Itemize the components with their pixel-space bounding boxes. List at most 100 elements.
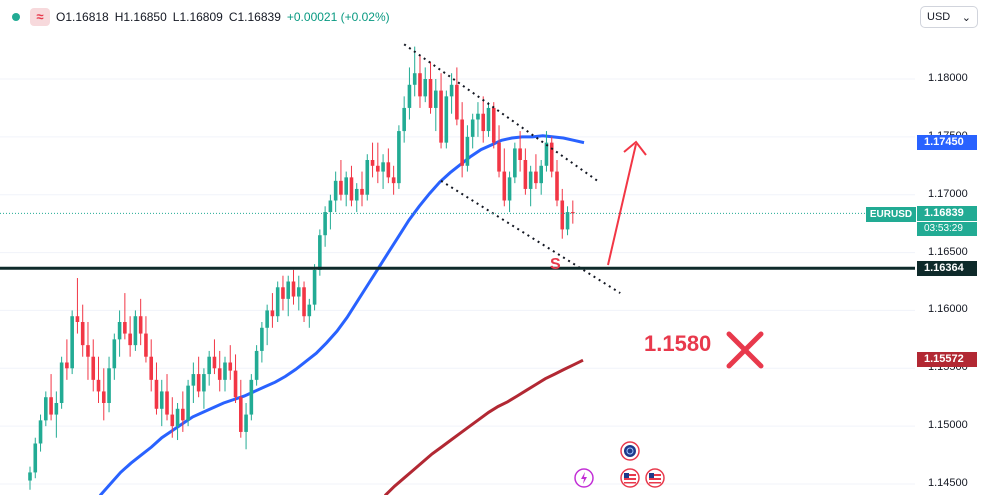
candle-body bbox=[349, 177, 354, 201]
price-tag: 1.16839 bbox=[917, 205, 977, 221]
candle-body bbox=[439, 90, 443, 143]
candle-body bbox=[239, 397, 243, 432]
currency-label: USD bbox=[927, 11, 951, 23]
candle-body bbox=[513, 148, 517, 178]
candle-body bbox=[112, 339, 117, 369]
candle-body bbox=[418, 73, 422, 97]
descending-channel bbox=[403, 43, 621, 294]
ohlc-legend: ≈ O1.16818 H1.16850 L1.16809 C1.16839 +0… bbox=[8, 8, 390, 26]
candle-body bbox=[391, 177, 396, 184]
y-tick-label: 1.17000 bbox=[928, 187, 968, 200]
candle-body bbox=[307, 304, 312, 317]
candle-body bbox=[381, 162, 385, 172]
candle-body bbox=[402, 107, 406, 132]
candle-body bbox=[328, 200, 333, 213]
candle-body bbox=[212, 356, 217, 369]
candle-body bbox=[460, 119, 464, 166]
candle-body bbox=[407, 84, 412, 108]
candle-body bbox=[302, 287, 306, 317]
candle-body bbox=[539, 165, 543, 184]
candle-body bbox=[86, 345, 90, 357]
candle-body bbox=[96, 379, 101, 392]
candle-body bbox=[223, 362, 227, 380]
y-tick-label: 1.16500 bbox=[928, 245, 968, 258]
candle-body bbox=[507, 177, 512, 201]
candle-body bbox=[360, 188, 364, 195]
candle-body bbox=[333, 180, 338, 201]
candle-body bbox=[186, 385, 190, 421]
price-tag: 1.15572 bbox=[917, 352, 977, 368]
us-flag-event-icon[interactable] bbox=[620, 468, 640, 488]
candle-body bbox=[370, 160, 375, 166]
target-price-label: 1.1580 bbox=[644, 331, 712, 356]
candle-body bbox=[207, 356, 211, 375]
candle-body bbox=[560, 200, 565, 230]
candle-body bbox=[154, 379, 159, 409]
candle-body bbox=[376, 165, 380, 172]
market-status-icon[interactable] bbox=[8, 9, 24, 25]
candle-body bbox=[80, 322, 85, 346]
candle-body bbox=[433, 90, 438, 108]
candle-body bbox=[565, 212, 570, 230]
candle-body bbox=[59, 362, 64, 403]
candle-body bbox=[117, 322, 122, 340]
arrow-shaft bbox=[607, 143, 637, 266]
candle-body bbox=[70, 316, 74, 369]
candle-body bbox=[339, 180, 343, 195]
candle-body bbox=[318, 235, 322, 270]
currency-select[interactable]: USD ⌄ bbox=[920, 6, 978, 28]
candle-body bbox=[159, 391, 164, 409]
candle-body bbox=[555, 171, 559, 201]
breakout-arrow bbox=[607, 140, 647, 266]
candle-body bbox=[260, 327, 264, 351]
channel-upper-line bbox=[403, 43, 600, 183]
globe-event-icon[interactable] bbox=[620, 441, 640, 461]
candle-body bbox=[476, 113, 480, 120]
candle-body bbox=[397, 131, 401, 184]
candle-body bbox=[217, 368, 222, 380]
candle-body bbox=[191, 374, 196, 386]
ohlc-low: L1.16809 bbox=[172, 10, 223, 24]
us-flag-event-icon-2[interactable] bbox=[645, 468, 665, 488]
candle-body bbox=[491, 107, 496, 143]
candle-body bbox=[455, 84, 459, 120]
ohlc-open: O1.16818 bbox=[56, 10, 109, 24]
price-levels bbox=[0, 212, 915, 270]
candle-body bbox=[170, 414, 175, 427]
y-tick-label: 1.14500 bbox=[928, 477, 968, 489]
candle-body bbox=[128, 333, 132, 346]
indicator-wave-icon[interactable]: ≈ bbox=[30, 8, 50, 26]
symbol-tag: EURUSD bbox=[866, 207, 916, 222]
candle-body bbox=[449, 84, 454, 97]
candle-body bbox=[534, 171, 538, 184]
candle-body bbox=[254, 350, 259, 380]
ohlc-change: +0.00021 (+0.02%) bbox=[286, 10, 390, 24]
candle-body bbox=[386, 162, 391, 178]
candle-body bbox=[123, 322, 127, 334]
ohlc-close: C1.16839 bbox=[228, 10, 281, 24]
candle-body bbox=[233, 370, 238, 398]
ema-red-path bbox=[383, 358, 584, 495]
ohlc-high: H1.16850 bbox=[114, 10, 167, 24]
candle-body bbox=[91, 356, 96, 380]
candle-body bbox=[149, 356, 154, 380]
candle-body bbox=[228, 362, 233, 371]
ema-blue-line bbox=[98, 134, 585, 495]
candle-body bbox=[481, 113, 486, 132]
candle-body bbox=[101, 391, 106, 403]
cross-icon bbox=[726, 331, 764, 369]
candle-body bbox=[33, 443, 38, 473]
candle-body bbox=[465, 136, 470, 166]
candle-body bbox=[54, 403, 59, 415]
candle-body bbox=[286, 281, 291, 299]
candle-body bbox=[107, 368, 111, 403]
y-tick-label: 1.18000 bbox=[928, 72, 968, 84]
candle-body bbox=[296, 287, 301, 297]
lightning-event-icon[interactable] bbox=[574, 468, 594, 488]
candle-body bbox=[244, 414, 248, 432]
chart-grid bbox=[0, 78, 915, 485]
candle-body bbox=[75, 316, 80, 322]
candle-body bbox=[49, 397, 53, 415]
candle-body bbox=[423, 79, 428, 97]
